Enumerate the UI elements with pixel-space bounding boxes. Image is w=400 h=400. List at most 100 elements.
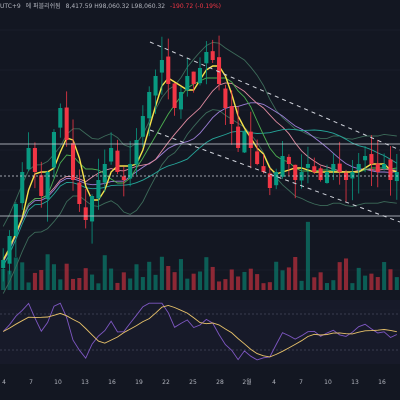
volume-bar: [356, 267, 361, 290]
candle-body: [128, 164, 133, 179]
candle-body: [267, 173, 272, 188]
price-change: -190.72 (-0.19%): [170, 3, 221, 10]
x-tick-label: 22: [162, 379, 170, 386]
rsi-signal-line: [2, 305, 397, 358]
volume-bar: [394, 277, 399, 290]
candle-body: [64, 107, 69, 140]
candle-body: [90, 196, 95, 222]
candle-body: [242, 132, 247, 153]
volume-bar: [153, 274, 158, 290]
candle-body: [13, 204, 18, 236]
candle-body: [255, 151, 260, 164]
candle-body: [191, 71, 196, 84]
volume-bar: [13, 257, 18, 290]
volume-bar: [299, 280, 304, 290]
candle-body: [197, 68, 203, 84]
volume-bar: [77, 277, 82, 290]
volume-bar: [121, 272, 126, 290]
candle-body: [115, 150, 120, 172]
candle-body: [331, 164, 336, 172]
candle-body: [102, 164, 107, 183]
volume-bar: [109, 268, 114, 290]
volume-bar: [32, 272, 37, 290]
candle-body: [305, 164, 310, 168]
volume-bar: [102, 255, 107, 290]
candle-body: [324, 172, 330, 184]
candle-body: [318, 168, 323, 180]
volume-bar: [58, 279, 63, 290]
candle-body: [172, 83, 177, 108]
candle-body: [350, 172, 355, 179]
volume-bar: [312, 277, 317, 290]
volume-bar: [280, 270, 285, 290]
volume-bar: [185, 278, 190, 290]
volume-bar: [140, 277, 145, 290]
bollinger-bands: [2, 41, 397, 294]
volume-bar: [96, 283, 101, 290]
volume-bar: [242, 271, 247, 290]
rsi-line: [2, 302, 397, 361]
x-tick-label: 7: [299, 379, 303, 386]
x-tick-label: 4: [2, 379, 6, 386]
x-tick-label: 13: [81, 379, 89, 386]
volume-bar: [7, 270, 12, 290]
candle-body: [109, 148, 114, 162]
volume-bar: [26, 282, 31, 290]
candle-body: [96, 180, 101, 199]
candle-body: [7, 236, 12, 264]
volume-bar: [210, 266, 215, 290]
volume-bar: [375, 277, 380, 290]
candle-body: [83, 207, 88, 220]
volume-bar: [293, 256, 298, 290]
candle-body: [26, 148, 31, 170]
candle-body: [45, 172, 50, 200]
candle-body: [32, 148, 37, 172]
candle-body: [312, 166, 317, 172]
candle-body: [223, 88, 228, 108]
volume-bar: [350, 283, 355, 290]
drawn-lines: [0, 41, 400, 223]
volume-bar: [388, 269, 393, 290]
candle-body: [217, 57, 222, 84]
volume-bar: [191, 273, 196, 290]
candle-body: [274, 172, 279, 186]
candle-body: [58, 108, 63, 128]
volume-bar: [90, 274, 95, 290]
candle-body: [121, 176, 126, 180]
rsi-background: [0, 300, 400, 364]
candle-body: [20, 172, 25, 204]
volume-bar: [178, 259, 183, 290]
candle-body: [280, 156, 285, 177]
candle-body: [204, 52, 209, 64]
candle-body: [363, 156, 368, 161]
ma-yellow-line: [2, 65, 398, 261]
x-tick-label: 10: [54, 379, 62, 386]
candle-body: [369, 154, 374, 164]
volume-bar: [274, 261, 279, 290]
volume-bar: [115, 282, 120, 290]
volume-bar: [39, 269, 44, 290]
ma-teal-line: [2, 128, 398, 267]
volume-bar: [286, 267, 291, 290]
x-tick-label: 2월: [242, 378, 251, 386]
candle-body: [394, 172, 399, 182]
volume-bar: [64, 263, 69, 290]
candle-body: [134, 140, 139, 165]
candle-body: [261, 166, 266, 172]
timezone-label: UTC+9: [0, 3, 21, 10]
volume-bar: [267, 282, 272, 290]
volume-bar: [369, 273, 374, 290]
candle-body: [210, 51, 215, 60]
x-axis: 4 7 10 13 16 19 22 25 28 2월 4 7 10 13 16: [2, 378, 386, 386]
volume-bar: [128, 278, 133, 290]
candle-body: [236, 126, 241, 148]
volume-bar: [236, 276, 241, 290]
rsi-panel: [0, 300, 400, 364]
candle-body: [1, 260, 6, 268]
candle-body: [39, 175, 44, 196]
volume-bar: [305, 221, 310, 290]
x-tick-label: 13: [351, 379, 359, 386]
candle-body: [344, 172, 349, 180]
volume-bar: [159, 256, 164, 290]
